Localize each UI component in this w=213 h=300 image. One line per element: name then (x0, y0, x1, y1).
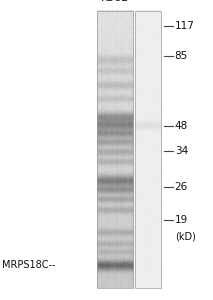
Text: 85: 85 (175, 51, 188, 61)
Text: 34: 34 (175, 146, 188, 156)
Bar (135, 11, 161, 288)
Text: 48: 48 (175, 121, 188, 131)
Text: 26: 26 (175, 182, 188, 192)
Text: MRPS18C--: MRPS18C-- (2, 260, 56, 270)
Text: K562: K562 (101, 0, 129, 3)
Text: (kD): (kD) (175, 232, 196, 242)
Text: 117: 117 (175, 21, 194, 31)
Text: 19: 19 (175, 215, 188, 225)
Bar (97, 11, 133, 288)
